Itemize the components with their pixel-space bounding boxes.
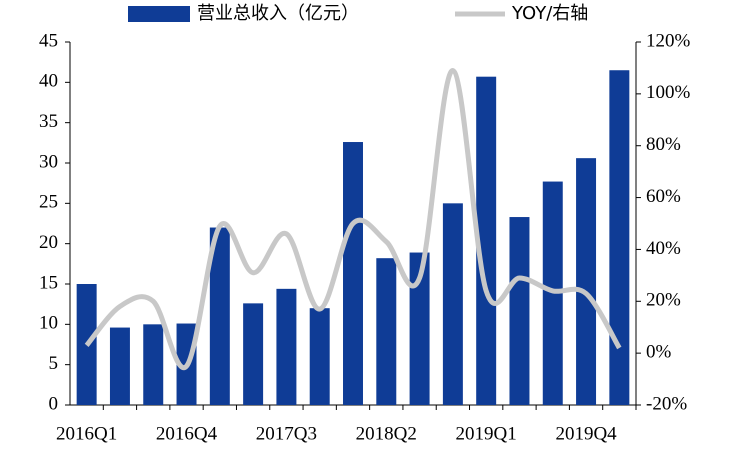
bar <box>409 252 430 405</box>
y2-tick-label: 100% <box>646 82 691 103</box>
bar <box>476 76 497 405</box>
x-tick-label: 2019Q1 <box>456 423 517 444</box>
y-tick-label: 10 <box>39 313 58 334</box>
x-tick-label: 2018Q2 <box>356 423 417 444</box>
y2-tick-label: 120% <box>646 30 691 51</box>
x-tick-label: 2017Q3 <box>256 423 317 444</box>
y-tick-label: 5 <box>49 353 59 374</box>
y2-tick-label: -20% <box>646 393 687 414</box>
y2-tick-label: 60% <box>646 186 681 207</box>
legend-label: 营业总收入（亿元） <box>197 3 359 24</box>
bar <box>243 303 264 405</box>
y-tick-label: 30 <box>39 151 58 172</box>
bar <box>442 203 463 405</box>
x-tick-label: 2019Q4 <box>555 423 617 444</box>
x-tick-label: 2016Q4 <box>156 423 218 444</box>
bar <box>609 70 630 405</box>
y-tick-label: 25 <box>39 192 58 213</box>
y2-tick-label: 20% <box>646 290 681 311</box>
bar <box>109 327 130 405</box>
bar <box>376 258 397 405</box>
bar <box>209 227 230 405</box>
line <box>84 68 622 371</box>
bar <box>576 158 597 405</box>
bar <box>343 142 363 405</box>
bar <box>309 308 330 405</box>
y2-tick-label: 0% <box>646 342 672 363</box>
y-tick-label: 35 <box>39 111 58 132</box>
x-tick-label: 2016Q1 <box>56 423 117 444</box>
bar <box>276 288 297 405</box>
legend-label: YOY/右轴 <box>511 3 588 24</box>
y2-tick-label: 40% <box>646 238 681 259</box>
y2-tick-label: 80% <box>646 134 681 155</box>
y-tick-label: 15 <box>39 272 58 293</box>
legend-swatch <box>128 6 190 22</box>
y-tick-label: 0 <box>49 393 59 414</box>
y-tick-label: 45 <box>39 30 58 51</box>
y-tick-label: 40 <box>39 71 58 92</box>
bar <box>143 324 164 405</box>
bar <box>509 217 530 405</box>
y-tick-label: 20 <box>39 232 58 253</box>
